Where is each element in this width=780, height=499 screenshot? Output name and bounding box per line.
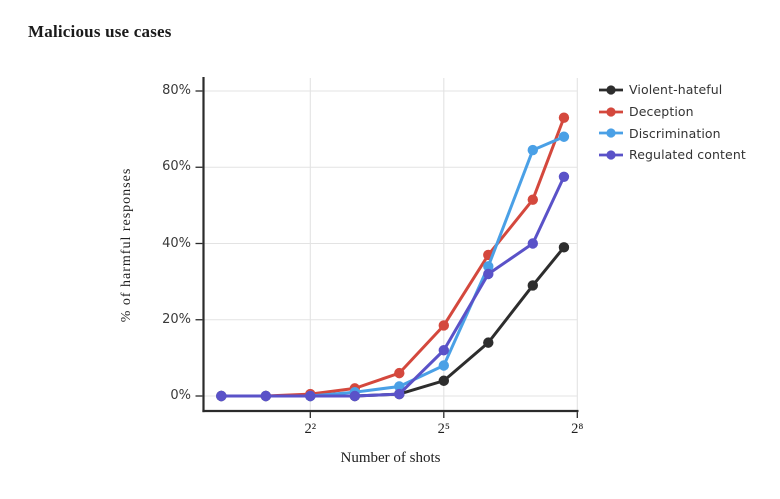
chart-title: Malicious use cases [28, 22, 172, 41]
data-point-deception [527, 194, 538, 205]
data-point-discrimination [394, 381, 405, 392]
data-point-regulated-content [260, 390, 271, 402]
data-point-discrimination [527, 144, 538, 156]
data-point-deception [438, 320, 449, 331]
y-axis-label: % of harmful responses [119, 167, 134, 323]
legend-marker-icon [599, 128, 623, 138]
data-point-violent-hateful [483, 337, 494, 348]
series-line-regulated-content [219, 175, 566, 398]
legend: Violent-hateful Deception Discrimination Re… [598, 79, 746, 166]
x-axis-label: Number of shots [340, 450, 441, 466]
legend-marker-icon [599, 106, 623, 117]
x-tick-label: 2² [304, 421, 317, 437]
legend-label: Deception [629, 104, 694, 120]
data-point-regulated-content [216, 390, 227, 402]
series-line-discrimination [219, 135, 566, 398]
data-point-regulated-content [305, 390, 316, 402]
data-point-regulated-content [438, 345, 449, 356]
y-tick-label: 0% [170, 388, 191, 403]
y-tick-label: 20% [162, 311, 191, 327]
legend-item-deception: Deception [598, 101, 746, 123]
data-point-regulated-content [527, 238, 538, 249]
data-point-discrimination [558, 131, 570, 142]
data-point-violent-hateful [558, 242, 570, 253]
x-tick-label: 2⁵ [437, 421, 450, 437]
data-point-discrimination [438, 360, 449, 371]
data-point-regulated-content [394, 388, 405, 400]
legend-label: Regulated content [629, 147, 746, 163]
y-tick-label: 80% [162, 83, 191, 98]
y-tick-label: 40% [162, 235, 191, 251]
legend-marker-icon [599, 85, 623, 95]
series-line-violent-hateful [219, 245, 566, 398]
data-point-regulated-content [558, 171, 570, 182]
legend-item-discrimination: Discrimination [598, 122, 746, 144]
legend-marker-icon [599, 150, 623, 160]
legend-label: Violent-hateful [629, 82, 723, 98]
data-point-violent-hateful [527, 280, 538, 291]
legend-item-violent-hateful: Violent-hateful [598, 79, 746, 101]
y-tick-label: 60% [162, 159, 191, 175]
data-point-violent-hateful [438, 375, 449, 386]
data-point-regulated-content [349, 390, 360, 402]
data-point-deception [394, 367, 405, 379]
data-point-discrimination [483, 261, 494, 272]
legend-label: Discrimination [629, 125, 721, 141]
x-tick-label: 2⁸ [571, 421, 584, 437]
legend-item-regulated-content: Regulated content [598, 144, 746, 166]
data-point-deception [558, 112, 570, 123]
data-point-regulated-content [483, 268, 494, 280]
